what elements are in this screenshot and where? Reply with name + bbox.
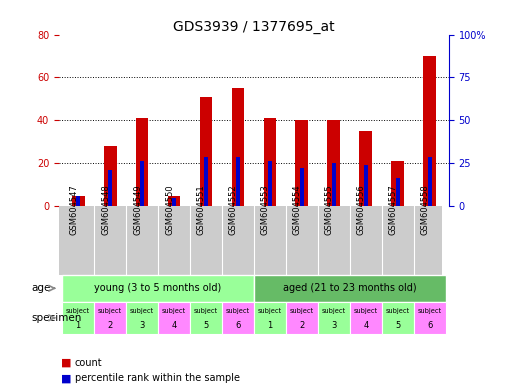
Text: 1: 1 — [267, 321, 272, 331]
Bar — [136, 118, 148, 206]
Text: count: count — [75, 358, 103, 368]
Bar — [108, 170, 112, 206]
Text: subject: subject — [322, 308, 346, 314]
Bar — [72, 195, 85, 206]
Text: percentile rank within the sample: percentile rank within the sample — [75, 373, 240, 383]
Bar — [254, 302, 286, 334]
Text: subject: subject — [290, 308, 314, 314]
Text: GSM604556: GSM604556 — [357, 184, 366, 235]
Text: aged (21 to 23 months old): aged (21 to 23 months old) — [283, 283, 417, 293]
Text: 6: 6 — [427, 321, 432, 331]
Bar — [268, 161, 272, 206]
Bar — [428, 157, 431, 206]
Text: subject: subject — [386, 308, 410, 314]
Text: GSM604553: GSM604553 — [261, 184, 270, 235]
Text: subject: subject — [162, 308, 186, 314]
Bar — [236, 157, 240, 206]
Text: GSM604551: GSM604551 — [197, 184, 206, 235]
Bar — [391, 161, 404, 206]
Text: GSM604548: GSM604548 — [101, 184, 110, 235]
Text: 2: 2 — [299, 321, 305, 331]
Bar — [126, 302, 158, 334]
Text: GSM604555: GSM604555 — [325, 184, 334, 235]
Bar — [286, 302, 318, 334]
Text: 3: 3 — [331, 321, 337, 331]
Bar — [423, 56, 436, 206]
Text: subject: subject — [226, 308, 250, 314]
Title: GDS3939 / 1377695_at: GDS3939 / 1377695_at — [173, 20, 335, 33]
Bar — [332, 163, 336, 206]
Bar — [318, 302, 350, 334]
Bar — [264, 118, 277, 206]
Bar — [360, 131, 372, 206]
Text: 2: 2 — [108, 321, 113, 331]
Text: subject: subject — [194, 308, 218, 314]
Bar — [295, 121, 308, 206]
Bar — [222, 302, 254, 334]
Bar — [382, 302, 413, 334]
Bar — [104, 146, 116, 206]
Text: subject: subject — [418, 308, 442, 314]
Text: GSM604549: GSM604549 — [133, 184, 142, 235]
Text: GSM604552: GSM604552 — [229, 184, 238, 235]
Bar — [204, 157, 208, 206]
Bar — [254, 275, 446, 302]
Bar — [350, 302, 382, 334]
Bar — [62, 302, 94, 334]
Bar — [140, 161, 144, 206]
Bar — [327, 121, 340, 206]
Text: 3: 3 — [140, 321, 145, 331]
Text: 5: 5 — [395, 321, 400, 331]
Text: ■: ■ — [61, 373, 71, 383]
Bar — [231, 88, 244, 206]
Bar — [200, 97, 212, 206]
Text: GSM604550: GSM604550 — [165, 184, 174, 235]
Bar — [168, 195, 181, 206]
Text: 5: 5 — [203, 321, 209, 331]
Text: young (3 to 5 months old): young (3 to 5 months old) — [94, 283, 222, 293]
Text: subject: subject — [354, 308, 378, 314]
Text: ■: ■ — [61, 358, 71, 368]
Bar — [364, 166, 368, 206]
Text: 1: 1 — [75, 321, 81, 331]
Bar — [172, 198, 176, 206]
Text: GSM604558: GSM604558 — [421, 184, 430, 235]
Text: GSM604557: GSM604557 — [389, 184, 398, 235]
Bar — [94, 302, 126, 334]
Text: GSM604547: GSM604547 — [69, 184, 78, 235]
Text: subject: subject — [66, 308, 90, 314]
Bar — [62, 275, 254, 302]
Text: 4: 4 — [363, 321, 368, 331]
Text: 6: 6 — [235, 321, 241, 331]
Text: subject: subject — [130, 308, 154, 314]
Bar — [190, 302, 222, 334]
Text: specimen: specimen — [32, 313, 82, 323]
Bar — [158, 302, 190, 334]
Text: subject: subject — [258, 308, 282, 314]
Bar — [413, 302, 446, 334]
Text: age: age — [32, 283, 51, 293]
Bar — [300, 168, 304, 206]
Text: subject: subject — [98, 308, 122, 314]
Text: 4: 4 — [171, 321, 176, 331]
Bar — [396, 178, 400, 206]
Text: GSM604554: GSM604554 — [293, 184, 302, 235]
Bar — [76, 195, 80, 206]
